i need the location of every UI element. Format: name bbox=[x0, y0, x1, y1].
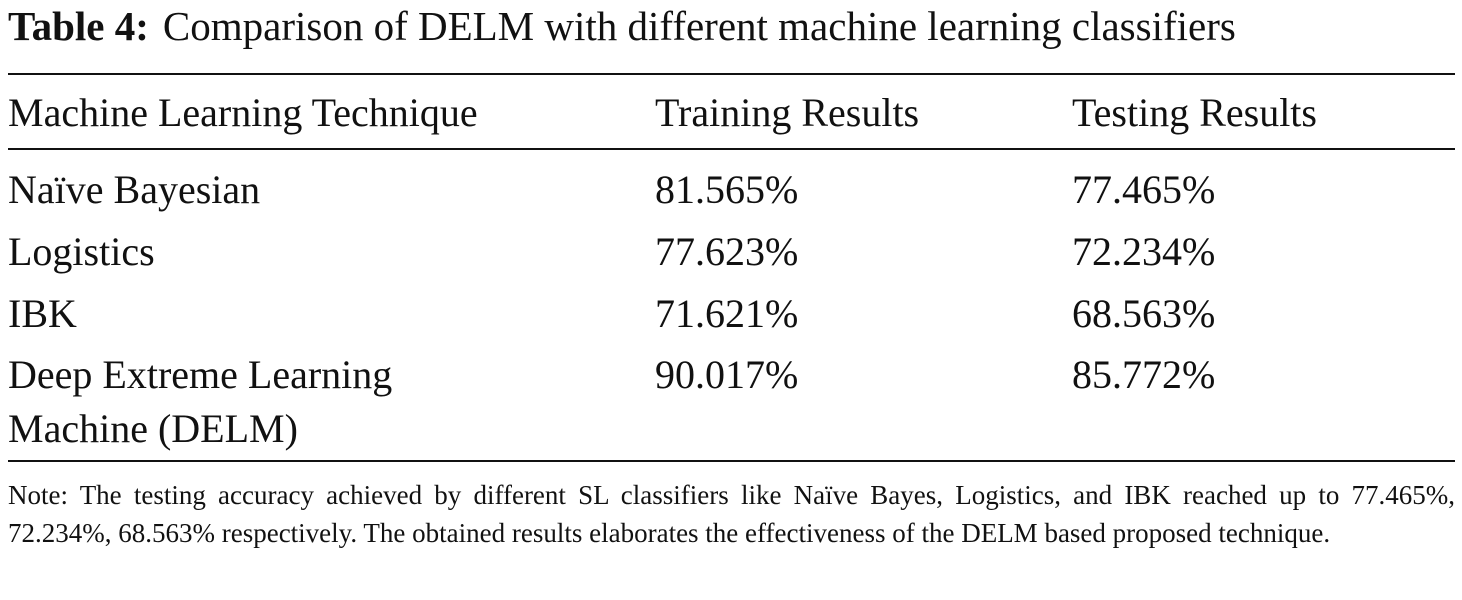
header-cell: Machine Learning Technique bbox=[8, 90, 478, 135]
table-note: Note: The testing accuracy achieved by d… bbox=[8, 480, 1455, 548]
result-cell: 71.621% bbox=[655, 291, 799, 336]
header-cell: Testing Results bbox=[1072, 90, 1317, 135]
result-cell: 90.017% bbox=[655, 352, 799, 397]
result-cell: 72.234% bbox=[1072, 229, 1216, 274]
result-cell: 77.623% bbox=[655, 229, 799, 274]
caption-label: Table 4: bbox=[8, 3, 149, 49]
table-caption: Table 4: Comparison of DELM with differen… bbox=[8, 2, 1236, 50]
header-rule bbox=[8, 148, 1455, 150]
technique-cell: Deep Extreme Learning Machine (DELM) bbox=[8, 352, 393, 451]
bottom-rule bbox=[8, 460, 1455, 462]
result-cell: 77.465% bbox=[1072, 167, 1216, 212]
technique-cell: Logistics bbox=[8, 229, 155, 274]
result-cell: 85.772% bbox=[1072, 352, 1216, 397]
technique-cell: Naïve Bayesian bbox=[8, 167, 261, 212]
header-cell: Training Results bbox=[655, 90, 920, 135]
result-cell: 68.563% bbox=[1072, 291, 1216, 336]
technique-cell: IBK bbox=[8, 291, 77, 336]
caption-text: Comparison of DELM with different machin… bbox=[162, 3, 1236, 49]
result-cell: 81.565% bbox=[655, 167, 799, 212]
top-rule bbox=[8, 73, 1455, 75]
